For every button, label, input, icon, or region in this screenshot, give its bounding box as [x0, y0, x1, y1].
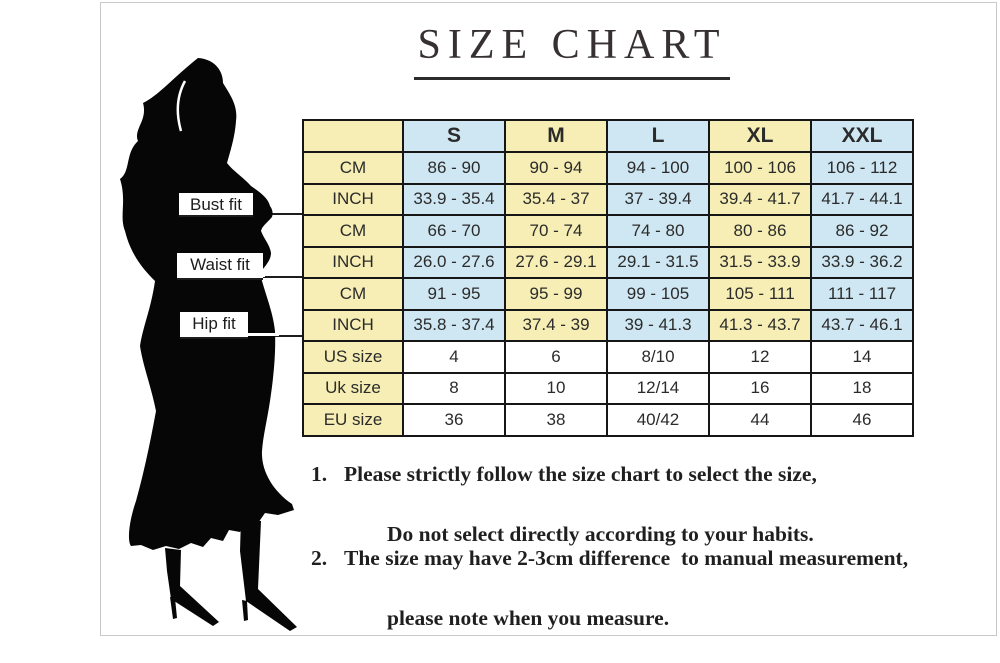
row-label: CM [302, 151, 404, 185]
cell: 86 - 90 [402, 151, 506, 185]
hip-fit-label: Hip fit [180, 312, 248, 339]
silhouette-right-heel [242, 600, 248, 621]
cell: 94 - 100 [606, 151, 710, 185]
silhouette-left-heel [170, 597, 177, 619]
cell: 41.3 - 43.7 [708, 308, 812, 342]
silhouette-body [120, 58, 294, 550]
cell: 35.4 - 37 [504, 182, 608, 216]
cell: 16 [708, 371, 812, 405]
cell: 8 [402, 371, 506, 405]
note-1-number: 1. [311, 462, 328, 486]
col-header-xl: XL [708, 119, 812, 153]
col-header-xxl: XXL [810, 119, 914, 153]
table-row: INCH 26.0 - 27.6 27.6 - 29.1 29.1 - 31.5… [302, 245, 914, 279]
col-header-m: M [504, 119, 608, 153]
table-row: CM 91 - 95 95 - 99 99 - 105 105 - 111 11… [302, 277, 914, 311]
cell: 18 [810, 371, 914, 405]
cell: 39.4 - 41.7 [708, 182, 812, 216]
note-2: 2. The size may have 2-3cm difference to… [311, 543, 908, 633]
cell: 39 - 41.3 [606, 308, 710, 342]
cell: 37.4 - 39 [504, 308, 608, 342]
table-row: CM 86 - 90 90 - 94 94 - 100 100 - 106 10… [302, 151, 914, 185]
hip-line-over-body [243, 333, 279, 336]
row-label: INCH [302, 245, 404, 279]
table-row: CM 66 - 70 70 - 74 74 - 80 80 - 86 86 - … [302, 214, 914, 248]
row-label: Uk size [302, 371, 404, 405]
table-row: EU size 36 38 40/42 44 46 [302, 403, 914, 437]
woman-silhouette-figure [120, 58, 297, 631]
col-header-l: L [606, 119, 710, 153]
cell: 41.7 - 44.1 [810, 182, 914, 216]
cell: 70 - 74 [504, 214, 608, 248]
size-table: S M L XL XXL CM 86 - 90 90 - 94 94 - 100… [302, 119, 914, 437]
cell: 33.9 - 36.2 [810, 245, 914, 279]
note-1-text: Please strictly follow the size chart to… [344, 459, 817, 549]
row-label: EU size [302, 403, 404, 437]
cell: 95 - 99 [504, 277, 608, 311]
cell: 80 - 86 [708, 214, 812, 248]
cell: 4 [402, 340, 506, 374]
title-underline [414, 77, 730, 80]
row-label: CM [302, 214, 404, 248]
cell: 90 - 94 [504, 151, 608, 185]
note-1-line-1: Please strictly follow the size chart to… [344, 462, 817, 486]
table-row: INCH 35.8 - 37.4 37.4 - 39 39 - 41.3 41.… [302, 308, 914, 342]
cell: 29.1 - 31.5 [606, 245, 710, 279]
page-title: SIZE CHART [417, 22, 727, 68]
cell: 99 - 105 [606, 277, 710, 311]
cell: 33.9 - 35.4 [402, 182, 506, 216]
image-frame: SIZE CHART Bust fit Waist fit Hip fit [100, 2, 997, 636]
waist-fit-label: Waist fit [177, 253, 263, 280]
cell: 8/10 [606, 340, 710, 374]
cell: 31.5 - 33.9 [708, 245, 812, 279]
cell: 35.8 - 37.4 [402, 308, 506, 342]
note-2-line-2: please note when you measure. [387, 606, 670, 630]
cell: 86 - 92 [810, 214, 914, 248]
col-header-s: S [402, 119, 506, 153]
hair-highlight [176, 80, 187, 132]
cell: 43.7 - 46.1 [810, 308, 914, 342]
corner-cell [302, 119, 404, 153]
table-row: Uk size 8 10 12/14 16 18 [302, 371, 914, 405]
cell: 36 [402, 403, 506, 437]
table-header-row: S M L XL XXL [302, 119, 914, 153]
cell: 27.6 - 29.1 [504, 245, 608, 279]
note-2-line-1: The size may have 2-3cm difference to ma… [344, 546, 909, 570]
cell: 74 - 80 [606, 214, 710, 248]
cell: 12 [708, 340, 812, 374]
row-label: INCH [302, 182, 404, 216]
bust-fit-label: Bust fit [179, 193, 253, 217]
cell: 106 - 112 [810, 151, 914, 185]
cell: 10 [504, 371, 608, 405]
note-2-text: The size may have 2-3cm difference to ma… [344, 543, 908, 633]
table-row: INCH 33.9 - 35.4 35.4 - 37 37 - 39.4 39.… [302, 182, 914, 216]
cell: 6 [504, 340, 608, 374]
cell: 111 - 117 [810, 277, 914, 311]
cell: 105 - 111 [708, 277, 812, 311]
cell: 37 - 39.4 [606, 182, 710, 216]
cell: 38 [504, 403, 608, 437]
cell: 66 - 70 [402, 214, 506, 248]
note-1: 1. Please strictly follow the size chart… [311, 459, 817, 549]
cell: 14 [810, 340, 914, 374]
cell: 46 [810, 403, 914, 437]
cell: 40/42 [606, 403, 710, 437]
cell: 12/14 [606, 371, 710, 405]
cell: 100 - 106 [708, 151, 812, 185]
note-1-line-2: Do not select directly according to your… [387, 522, 814, 546]
cell: 44 [708, 403, 812, 437]
row-label: INCH [302, 308, 404, 342]
silhouette-right-leg [240, 518, 297, 631]
cell: 26.0 - 27.6 [402, 245, 506, 279]
title-block: SIZE CHART [414, 21, 730, 80]
note-2-number: 2. [311, 546, 328, 570]
row-label: CM [302, 277, 404, 311]
silhouette-left-leg [165, 548, 219, 626]
table-row: US size 4 6 8/10 12 14 [302, 340, 914, 374]
row-label: US size [302, 340, 404, 374]
cell: 91 - 95 [402, 277, 506, 311]
